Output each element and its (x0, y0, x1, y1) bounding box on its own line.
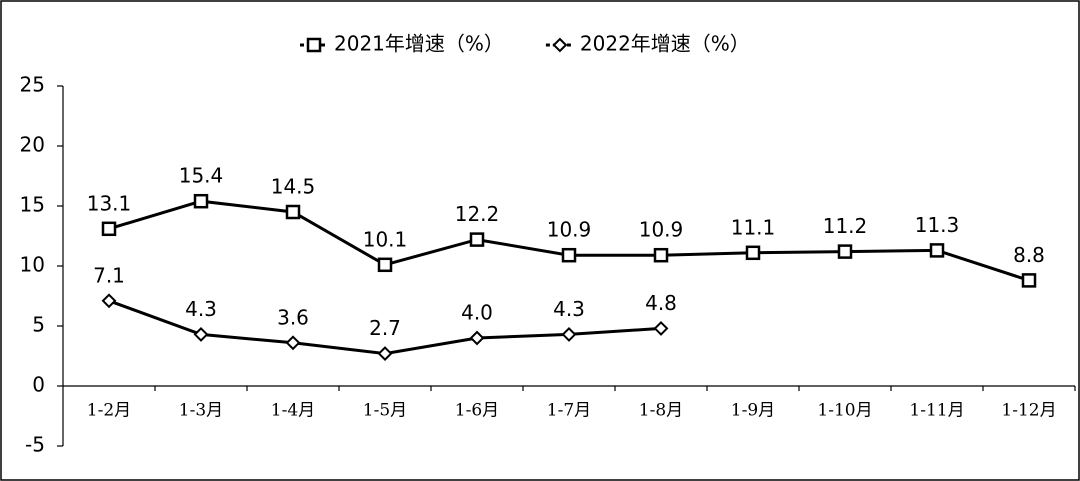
data-label: 11.1 (731, 215, 776, 239)
data-label: 8.8 (1013, 243, 1045, 267)
x-tick-label: 1-2月 (87, 401, 131, 421)
data-label: 4.0 (461, 301, 493, 325)
point-marker (193, 326, 209, 342)
point-marker (193, 193, 209, 209)
x-tick-label: 1-10月 (817, 401, 872, 421)
legend-label: 2021年增速（%） (334, 32, 504, 56)
data-label: 12.2 (455, 202, 500, 226)
point-marker (377, 257, 393, 273)
legend-label: 2022年增速（%） (580, 32, 750, 56)
point-marker (653, 320, 669, 336)
point-marker (653, 247, 669, 263)
y-tick-label: 20 (20, 133, 45, 157)
y-tick-label: 25 (20, 73, 45, 97)
y-tick-label: 0 (32, 373, 45, 397)
data-label: 4.8 (645, 291, 677, 315)
x-tick-label: 1-6月 (455, 401, 499, 421)
point-marker (929, 243, 945, 258)
point-marker (469, 232, 485, 247)
point-marker (837, 244, 853, 259)
point-marker (745, 245, 761, 261)
data-label: 10.9 (547, 218, 592, 242)
data-label: 10.1 (363, 227, 408, 251)
data-label: 10.9 (639, 218, 684, 242)
data-label: 4.3 (185, 297, 217, 321)
x-tick-label: 1-9月 (731, 401, 775, 421)
data-label: 4.3 (553, 297, 585, 321)
data-label: 2.7 (369, 316, 401, 340)
x-tick-label: 1-4月 (271, 401, 315, 421)
point-marker (552, 37, 568, 53)
y-tick-label: 10 (20, 253, 45, 277)
y-tick-label: -5 (25, 433, 45, 457)
data-label: 15.4 (179, 164, 224, 188)
data-label: 7.1 (93, 263, 125, 287)
data-label: 11.3 (915, 213, 960, 237)
point-marker (469, 330, 485, 346)
data-label: 11.2 (823, 214, 868, 238)
x-tick-label: 1-11月 (909, 401, 964, 421)
x-tick-label: 1-12月 (1001, 401, 1056, 421)
point-marker (561, 326, 577, 342)
x-tick-label: 1-7月 (547, 401, 591, 421)
data-label: 3.6 (277, 305, 309, 329)
point-marker (1021, 273, 1037, 288)
y-tick-label: 5 (32, 313, 45, 337)
data-label: 13.1 (87, 191, 132, 215)
point-marker (377, 346, 393, 362)
x-tick-label: 1-5月 (363, 401, 407, 421)
point-marker (561, 247, 577, 263)
point-marker (306, 37, 322, 53)
x-tick-label: 1-8月 (639, 401, 683, 421)
point-marker (285, 335, 301, 351)
y-tick-label: 15 (20, 193, 45, 217)
x-tick-label: 1-3月 (179, 401, 223, 421)
point-marker (101, 293, 117, 309)
point-marker (101, 221, 117, 237)
point-marker (285, 204, 301, 220)
data-label: 14.5 (271, 175, 316, 199)
